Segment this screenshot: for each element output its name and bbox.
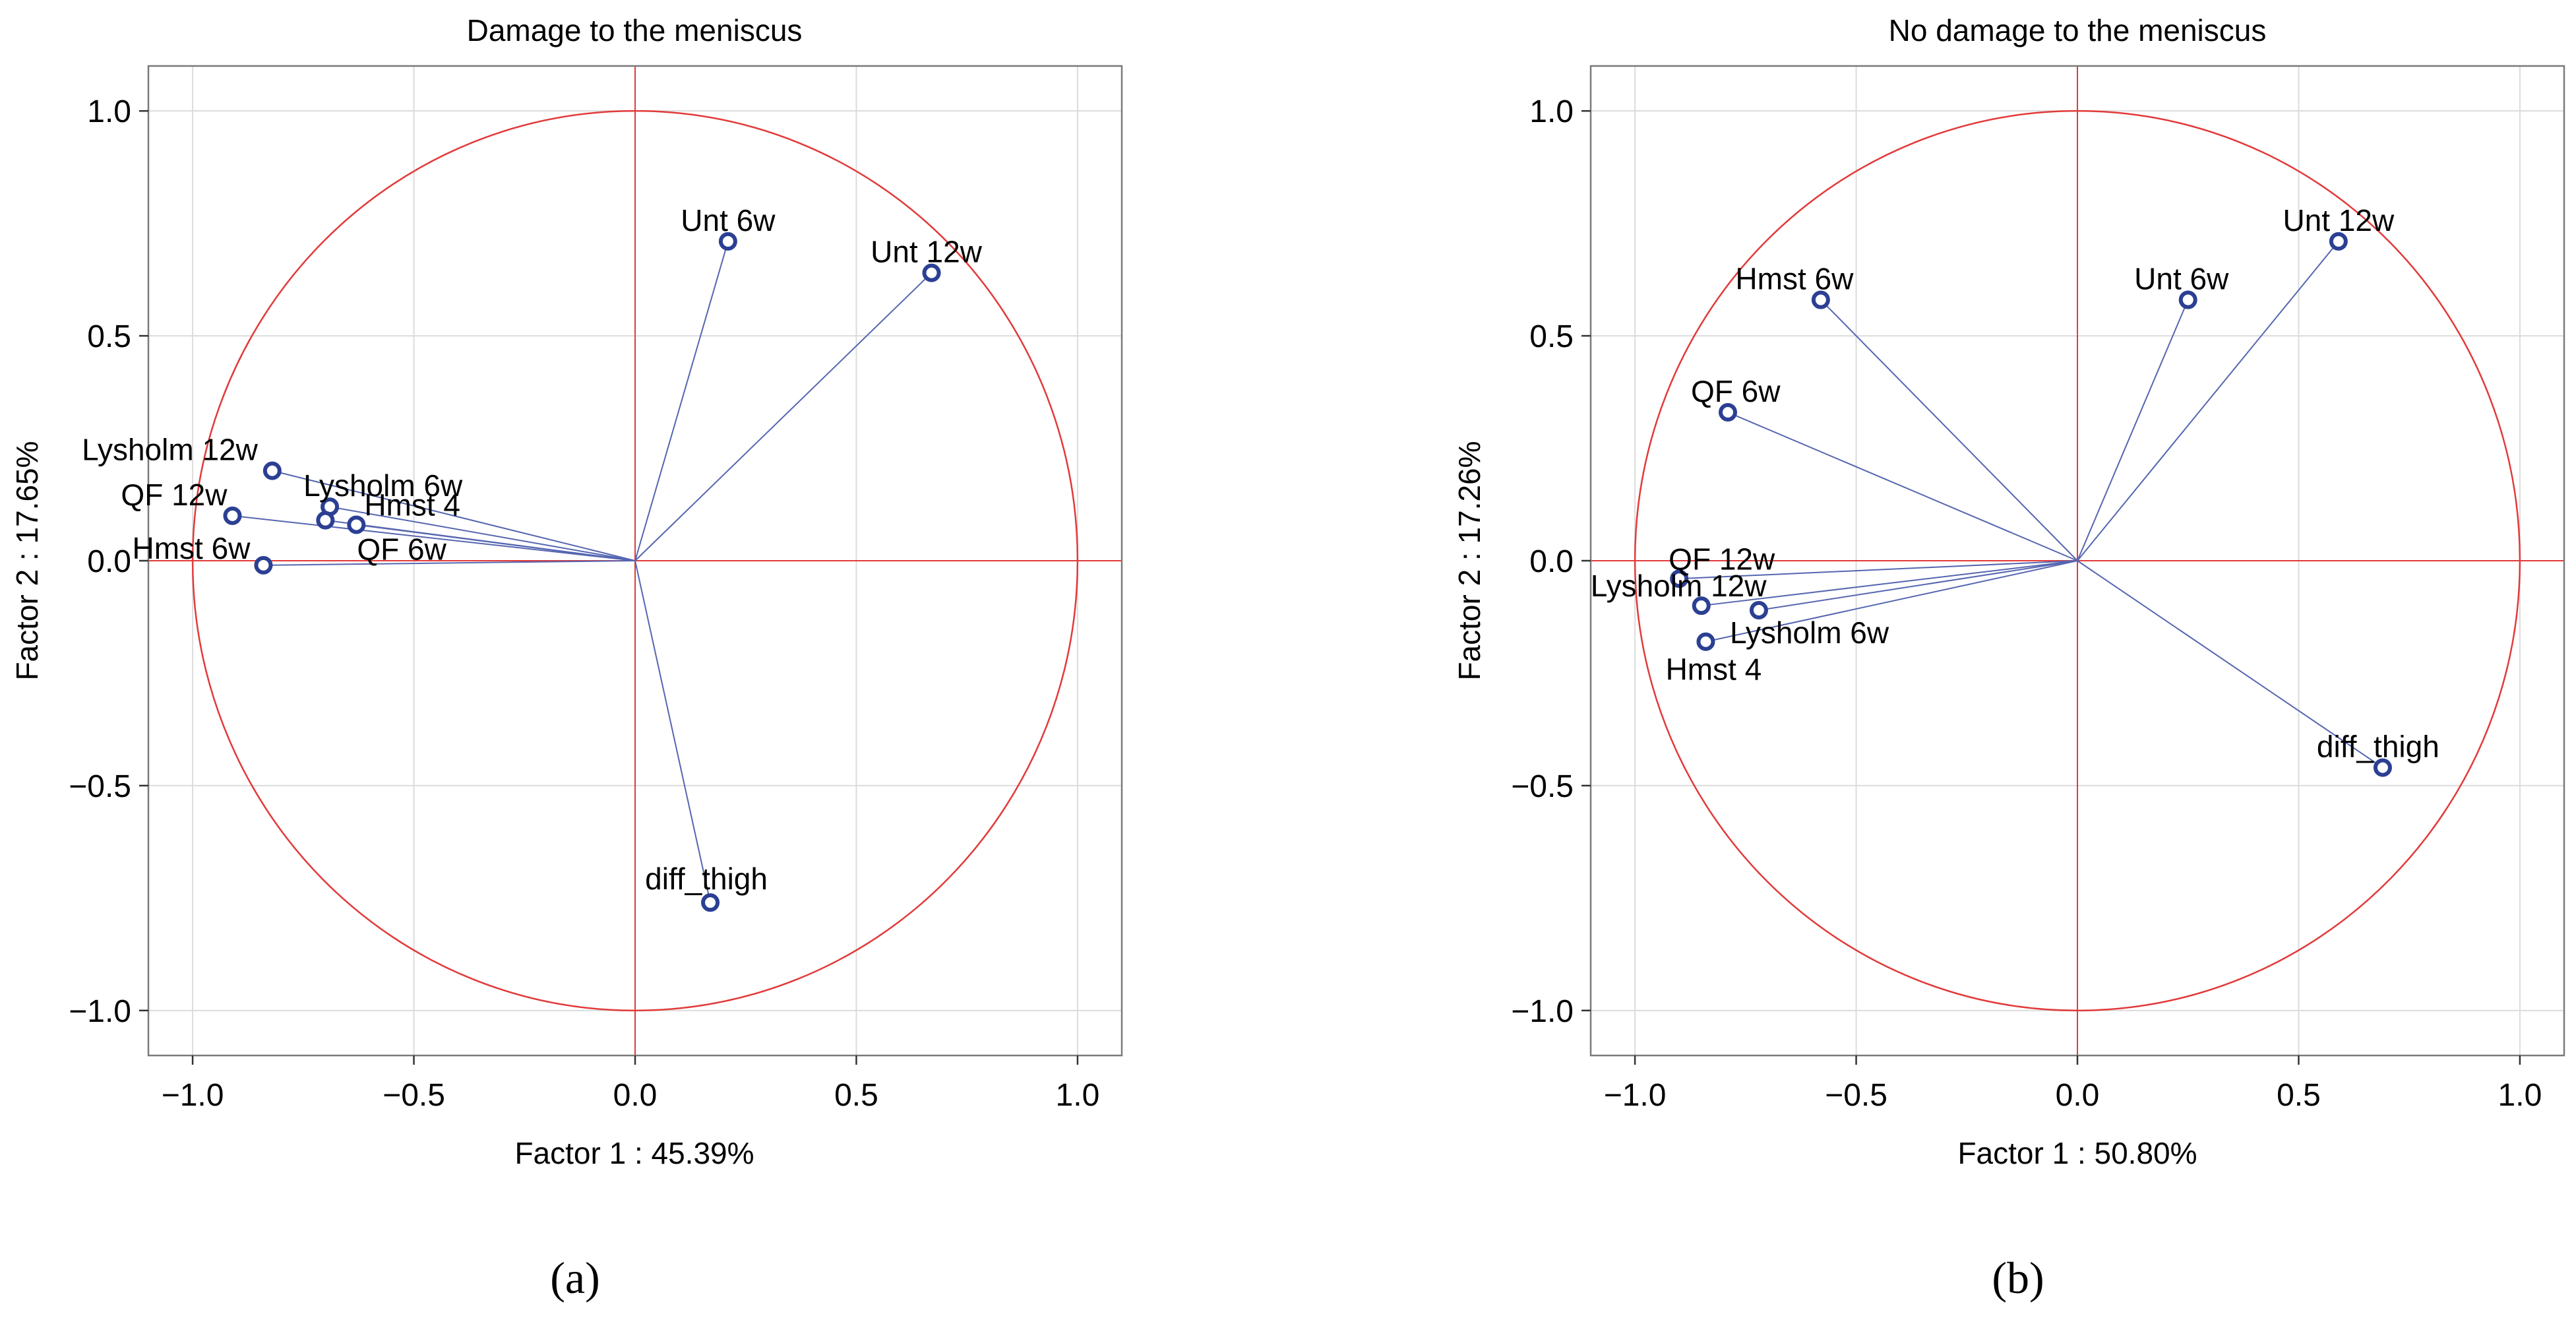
data-point [223, 506, 242, 525]
panel-label: (a) [550, 1253, 599, 1303]
point-label: QF 6w [1691, 374, 1781, 408]
point-label: Unt 12w [2283, 203, 2395, 237]
chart-title: No damage to the meniscus [1889, 13, 2267, 47]
loading-vector [325, 519, 636, 561]
y-axis-label: Factor 2 : 17.65% [10, 441, 44, 680]
data-point [2178, 290, 2197, 309]
data-point [922, 263, 941, 282]
data-point [2373, 758, 2392, 777]
y-tick-label: −1.0 [69, 994, 131, 1029]
loading-vector [2077, 560, 2383, 769]
x-tick-label: −0.5 [383, 1078, 445, 1113]
data-point [1670, 569, 1689, 588]
loading-vector [329, 506, 636, 561]
x-tick-label: −1.0 [162, 1078, 224, 1113]
loading-vector [2077, 241, 2339, 561]
point-label: QF 6w [357, 532, 446, 567]
data-point [2329, 232, 2348, 251]
data-point [1718, 403, 1737, 422]
y-tick-label: −0.5 [69, 769, 131, 804]
chart-panel-a: −1.0 −0.5 0.0 0.5 1.0 −1.0 −0.5 0.0 0.5 1.0 Unt 6w… [10, 13, 1123, 1303]
loading-vector [634, 241, 729, 561]
loading-vector [232, 515, 636, 561]
data-point [1811, 290, 1830, 309]
point-label: Unt 6w [681, 203, 776, 237]
x-tick-label: 0.0 [613, 1078, 658, 1113]
point-label: Lysholm 6w [1730, 615, 1889, 650]
x-tick-label: −1.0 [1604, 1078, 1667, 1113]
point-label: Hmst 4 [1666, 652, 1762, 687]
point-label: Lysholm 12w [1591, 569, 1767, 603]
chart-panel-b: −1.0 −0.5 0.0 0.5 1.0 −1.0 −0.5 0.0 0.5 1.0 Unt 12… [1452, 13, 2565, 1303]
x-tick-label: 1.0 [2498, 1078, 2542, 1113]
x-axis-label: Factor 1 : 50.80% [1957, 1136, 2197, 1170]
data-point [316, 511, 335, 530]
data-point [1696, 632, 1715, 651]
data-point [262, 461, 282, 480]
loading-vector [1679, 560, 2078, 580]
data-point [1692, 596, 1711, 615]
loading-vector [634, 560, 712, 903]
y-tick-label: 0.5 [87, 319, 131, 354]
point-label: diff_thigh [645, 862, 768, 896]
chart-title: Damage to the meniscus [467, 13, 803, 47]
loading-vector [263, 560, 636, 566]
y-tick-label: 0.5 [1529, 319, 1574, 354]
y-tick-label: −1.0 [1511, 994, 1574, 1029]
data-point [701, 893, 720, 912]
y-tick-label: 1.0 [1529, 94, 1574, 129]
loading-vector [1705, 560, 2078, 643]
point-label: Lysholm 6w [303, 468, 463, 503]
y-tick-label: 0.0 [87, 544, 131, 579]
point-label: QF 12w [121, 478, 228, 512]
point-label: diff_thigh [2317, 730, 2439, 764]
loading-vector [634, 272, 933, 561]
data-point [718, 232, 737, 251]
loading-vector [1820, 299, 2078, 561]
y-tick-label: −0.5 [1511, 769, 1574, 804]
loading-vector [1701, 560, 2078, 607]
x-tick-label: 0.5 [2277, 1078, 2321, 1113]
point-label: Lysholm 12w [82, 433, 259, 467]
x-tick-label: 0.5 [834, 1078, 878, 1113]
y-tick-label: 0.0 [1529, 544, 1574, 579]
point-label: Unt 12w [871, 235, 983, 269]
point-label: Hmst 6w [1735, 262, 1854, 296]
data-point [1749, 601, 1768, 619]
y-axis-label: Factor 2 : 17.26% [1452, 441, 1487, 680]
point-label: Hmst 4 [364, 488, 460, 522]
point-label: QF 12w [1669, 542, 1775, 576]
loading-vector [1727, 412, 2078, 561]
point-label: Unt 6w [2134, 262, 2229, 296]
loading-vector [2077, 299, 2189, 561]
panel-label: (b) [1992, 1253, 2044, 1303]
x-tick-label: 0.0 [2056, 1078, 2100, 1113]
point-label: Hmst 6w [133, 531, 251, 565]
loading-vector [1758, 560, 2078, 611]
y-tick-label: 1.0 [87, 94, 131, 129]
x-axis-label: Factor 1 : 45.39% [514, 1136, 754, 1170]
loading-vector [272, 470, 636, 561]
data-point [254, 555, 273, 575]
x-tick-label: 1.0 [1056, 1078, 1100, 1113]
data-point [347, 515, 366, 534]
x-tick-label: −0.5 [1825, 1078, 1887, 1113]
